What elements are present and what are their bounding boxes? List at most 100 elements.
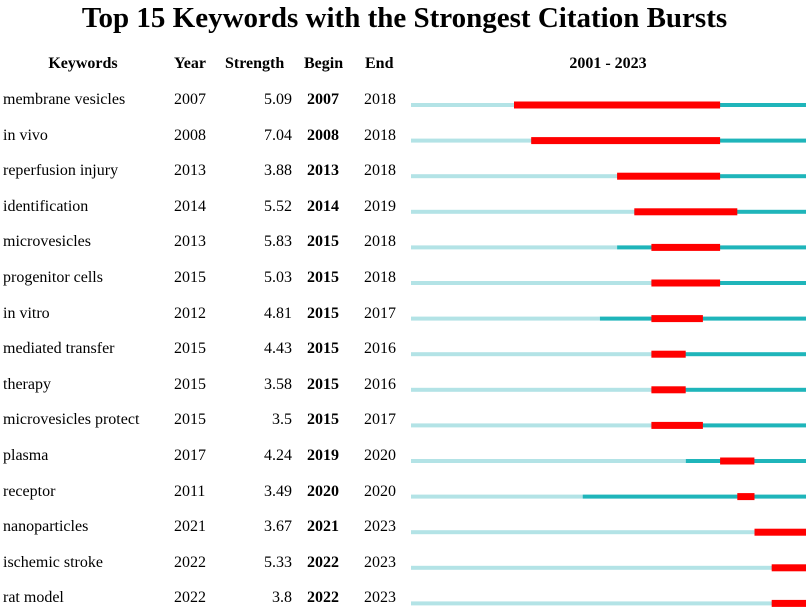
strength-value: 4.24: [264, 447, 292, 464]
strength-value: 3.58: [264, 375, 292, 393]
strength-value: 3.8: [272, 589, 292, 607]
year-value: 2007: [174, 91, 206, 108]
timeline-active: [582, 494, 806, 499]
timeline-active: [599, 316, 806, 321]
strength-value: 7.04: [264, 126, 292, 144]
burst-bar: [737, 493, 755, 501]
burst-bar: [634, 208, 738, 216]
header-year: Year: [174, 55, 206, 72]
timeline-pre-appearance: [411, 281, 652, 285]
year-value: 2021: [174, 518, 206, 536]
timeline-active: [651, 387, 806, 392]
burst-bar: [531, 137, 721, 145]
keyword-label: plasma: [3, 447, 49, 464]
end-year: 2018: [364, 126, 396, 144]
keyword-label: therapy: [3, 375, 51, 393]
year-value: 2015: [174, 269, 206, 286]
burst-bar: [651, 350, 686, 358]
burst-bar: [514, 101, 721, 109]
strength-value: 3.5: [272, 411, 292, 429]
end-year: 2018: [364, 91, 396, 108]
begin-year: 2015: [307, 269, 339, 286]
timeline-pre-appearance: [411, 103, 514, 107]
burst-bar: [651, 315, 703, 323]
end-year: 2023: [364, 553, 396, 571]
year-value: 2013: [174, 162, 206, 180]
burst-bar: [754, 528, 806, 536]
timeline-pre-appearance: [411, 601, 772, 606]
timeline-pre-appearance: [411, 494, 583, 499]
timeline-active: [651, 423, 806, 428]
keyword-label: progenitor cells: [3, 269, 103, 286]
keyword-label: rat model: [3, 589, 64, 607]
burst-bar: [651, 279, 721, 287]
begin-year: 2022: [307, 589, 339, 607]
burst-bar: [651, 421, 703, 429]
begin-year: 2015: [307, 233, 339, 251]
strength-value: 3.88: [264, 162, 292, 180]
timeline-pre-appearance: [411, 352, 652, 357]
end-year: 2018: [364, 233, 396, 251]
end-year: 2017: [364, 304, 396, 322]
strength-value: 5.33: [264, 553, 292, 571]
begin-year: 2014: [307, 197, 339, 215]
burst-bar: [651, 386, 686, 394]
begin-year: 2013: [307, 162, 339, 180]
timeline-pre-appearance: [411, 174, 618, 179]
year-value: 2015: [174, 340, 206, 358]
end-year: 2018: [364, 269, 396, 286]
begin-year: 2020: [307, 482, 339, 500]
keyword-label: microvesicles protect: [3, 411, 140, 429]
header-end: End: [365, 55, 394, 72]
keyword-label: identification: [3, 197, 89, 215]
year-value: 2022: [174, 589, 206, 607]
strength-value: 3.67: [264, 518, 292, 536]
keyword-label: membrane vesicles: [3, 91, 126, 108]
begin-year: 2008: [307, 126, 339, 144]
chart-title: Top 15 Keywords with the Strongest Citat…: [81, 2, 728, 34]
end-year: 2016: [364, 340, 396, 358]
keyword-label: nanoparticles: [3, 518, 89, 536]
burst-bar: [651, 243, 721, 251]
year-value: 2012: [174, 304, 206, 322]
timeline-active: [651, 352, 806, 357]
keyword-label: microvesicles: [3, 233, 91, 251]
end-year: 2023: [364, 589, 396, 607]
strength-value: 5.03: [264, 269, 292, 286]
header-time-range: 2001 - 2023: [569, 55, 647, 72]
end-year: 2016: [364, 375, 396, 393]
keyword-label: reperfusion injury: [3, 162, 119, 180]
end-year: 2020: [364, 447, 396, 464]
timeline-pre-appearance: [411, 316, 600, 321]
timeline-active: [651, 281, 806, 285]
keyword-label: mediated transfer: [3, 340, 115, 358]
begin-year: 2021: [307, 518, 339, 536]
begin-year: 2015: [307, 411, 339, 429]
year-value: 2013: [174, 233, 206, 251]
burst-bar: [617, 172, 721, 180]
year-value: 2015: [174, 375, 206, 393]
begin-year: 2007: [307, 91, 339, 108]
begin-year: 2015: [307, 375, 339, 393]
begin-year: 2015: [307, 340, 339, 358]
timeline-pre-appearance: [411, 245, 618, 250]
strength-value: 4.43: [264, 340, 292, 358]
begin-year: 2022: [307, 553, 339, 571]
strength-value: 3.49: [264, 482, 292, 500]
timeline-pre-appearance: [411, 459, 686, 463]
strength-value: 5.83: [264, 233, 292, 251]
begin-year: 2015: [307, 304, 339, 322]
year-value: 2022: [174, 553, 206, 571]
timeline-pre-appearance: [411, 423, 652, 428]
year-value: 2014: [174, 197, 206, 215]
timeline-pre-appearance: [411, 138, 532, 143]
year-value: 2017: [174, 447, 206, 464]
header-begin: Begin: [304, 55, 344, 72]
end-year: 2019: [364, 197, 396, 215]
header-keywords: Keywords: [48, 55, 118, 72]
keyword-label: receptor: [3, 482, 56, 500]
strength-value: 5.52: [264, 197, 292, 215]
year-value: 2015: [174, 411, 206, 429]
keyword-label: in vivo: [3, 126, 48, 144]
